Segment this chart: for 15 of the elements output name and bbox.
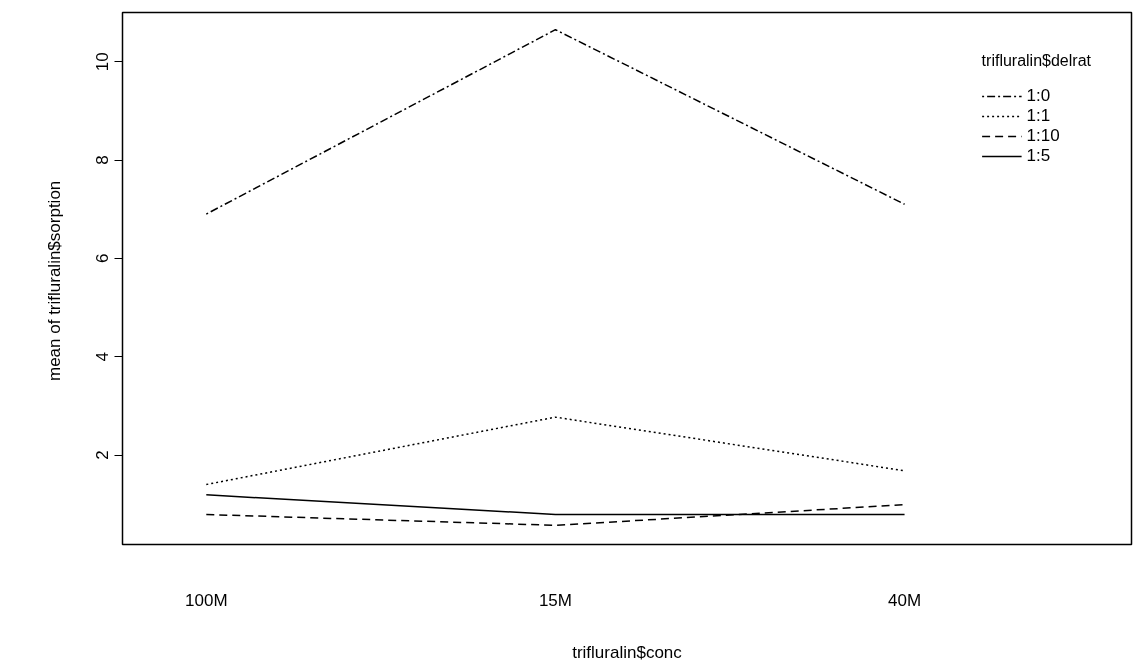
legend-label: 1:5	[1026, 146, 1051, 166]
y-tick-label: 4	[93, 351, 113, 362]
legend-label: 1:1	[1026, 106, 1051, 126]
x-tick-label: 100M	[185, 590, 228, 610]
y-tick-label: 2	[93, 450, 113, 460]
x-tick-label: 40M	[888, 590, 922, 610]
x-tick-label: 15M	[538, 590, 572, 610]
legend-label: 1:0	[1026, 86, 1051, 106]
legend-label: 1:10	[1026, 126, 1060, 146]
legend-title: trifluralin$delrat	[981, 52, 1091, 70]
y-tick-label: 6	[93, 253, 113, 264]
x-axis-title: trifluralin$conc	[572, 642, 683, 662]
y-axis-title: mean of trifluralin$sorption	[44, 180, 64, 382]
y-tick-label: 10	[93, 52, 113, 72]
y-tick-label: 8	[93, 155, 113, 165]
